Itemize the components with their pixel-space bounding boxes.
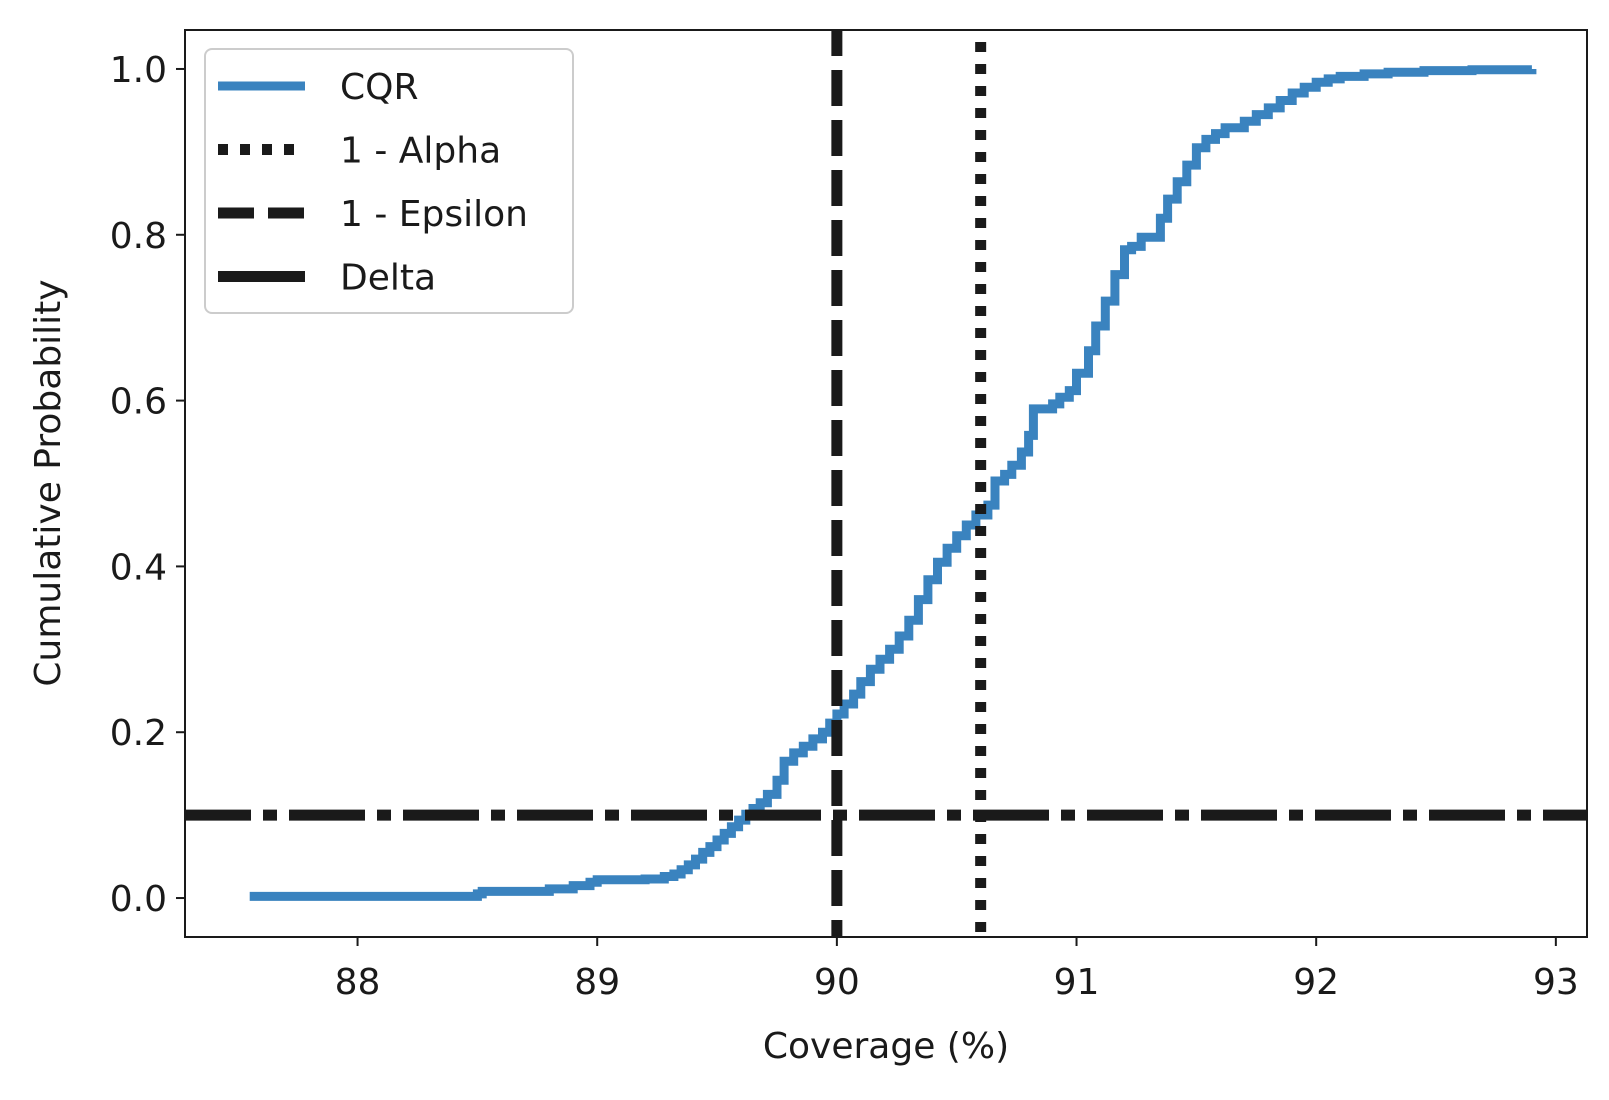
y-tick-label: 1.0	[110, 50, 167, 91]
plot-area	[185, 30, 1587, 937]
x-axis-label: Coverage (%)	[763, 1026, 1009, 1067]
x-tick-label: 92	[1293, 962, 1339, 1003]
axes-frame	[184, 29, 1588, 938]
y-tick-label: 0.4	[110, 547, 167, 588]
y-tick-label: 0.2	[110, 713, 167, 754]
x-axis-ticks: 88 89 90 91 92 93	[335, 937, 1579, 1003]
y-axis-label: Cumulative Probability	[28, 279, 69, 686]
legend-box	[204, 48, 574, 314]
x-tick-label: 89	[574, 962, 620, 1003]
y-tick-label: 0.8	[110, 216, 167, 257]
legend-label: CQR	[340, 67, 419, 108]
legend: CQR 1 - Alpha 1 - Epsilon Delta	[204, 48, 574, 314]
x-tick-label: 91	[1054, 962, 1100, 1003]
legend-label: 1 - Epsilon	[340, 194, 528, 235]
x-tick-label: 90	[814, 962, 860, 1003]
x-tick-label: 88	[335, 962, 381, 1003]
x-tick-label: 93	[1533, 962, 1579, 1003]
legend-label: Delta	[340, 258, 436, 299]
y-tick-label: 0.0	[110, 879, 167, 920]
legend-label: 1 - Alpha	[340, 131, 501, 172]
cqr-cdf-line	[249, 65, 1537, 901]
y-axis-ticks: 0.0 0.2 0.4 0.6 0.8 1.0	[110, 50, 185, 920]
y-tick-label: 0.6	[110, 382, 167, 423]
